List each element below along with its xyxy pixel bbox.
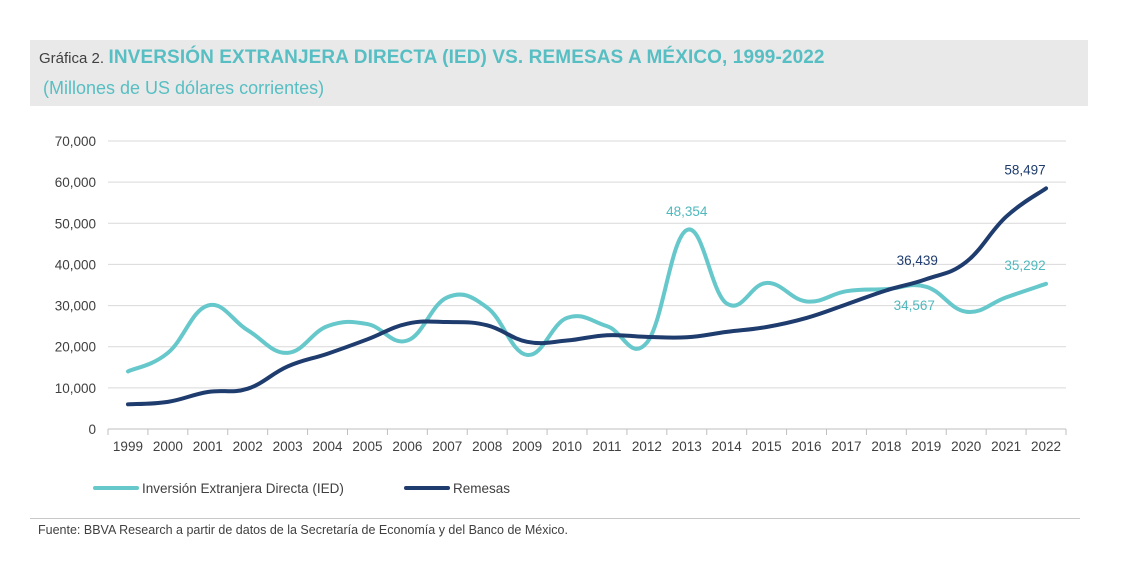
x-tick-label: 2009 xyxy=(512,439,542,454)
data-label: 34,567 xyxy=(894,298,935,313)
y-tick-label: 40,000 xyxy=(55,257,96,272)
x-tick-label: 2005 xyxy=(352,439,382,454)
x-tick-label: 2007 xyxy=(432,439,462,454)
data-label: 36,439 xyxy=(897,253,938,268)
x-tick-label: 2018 xyxy=(871,439,901,454)
x-tick-label: 2010 xyxy=(552,439,582,454)
x-tick-label: 2011 xyxy=(592,439,621,454)
data-label: 35,292 xyxy=(1004,258,1045,273)
legend-label: Inversión Extranjera Directa (IED) xyxy=(142,481,344,496)
y-tick-label: 20,000 xyxy=(55,340,96,355)
x-tick-label: 2001 xyxy=(193,439,223,454)
title-prefix: Gráfica 2. xyxy=(39,50,105,67)
x-tick-label: 2004 xyxy=(313,439,344,454)
source-divider xyxy=(30,518,1080,519)
data-label: 58,497 xyxy=(1004,162,1045,177)
x-tick-label: 2021 xyxy=(991,439,1021,454)
x-tick-label: 2019 xyxy=(911,439,941,454)
x-tick-label: 2012 xyxy=(632,439,662,454)
y-tick-label: 0 xyxy=(88,422,96,437)
y-tick-label: 30,000 xyxy=(55,299,96,314)
x-tick-label: 2006 xyxy=(392,439,422,454)
x-tick-label: 2008 xyxy=(472,439,502,454)
title-band: Gráfica 2. INVERSIÓN EXTRANJERA DIRECTA … xyxy=(30,40,1088,106)
x-tick-label: 2014 xyxy=(712,439,743,454)
x-tick-label: 2022 xyxy=(1031,439,1061,454)
x-tick-label: 2000 xyxy=(153,439,183,454)
x-tick-label: 1999 xyxy=(113,439,143,454)
x-tick-label: 2002 xyxy=(233,439,263,454)
source-note: Fuente: BBVA Research a partir de datos … xyxy=(38,523,568,537)
y-axis-ticks: 0 10,000 20,000 30,000 40,000 50,000 60,000 70,… xyxy=(55,134,96,437)
y-tick-label: 10,000 xyxy=(55,381,96,396)
legend-label: Remesas xyxy=(453,481,510,496)
remesas-series-line xyxy=(125,186,1049,407)
legend: Inversión Extranjera Directa (IED) Remesa… xyxy=(93,481,510,496)
series-lines xyxy=(125,186,1049,407)
x-tick-label: 2017 xyxy=(831,439,861,454)
x-axis-ticks: 1999 2000 2001 2002 2003 2004 2005 2006 2007 2008… xyxy=(107,429,1067,454)
title-main: INVERSIÓN EXTRANJERA DIRECTA (IED) VS. R… xyxy=(108,47,825,68)
x-tick-label: 2003 xyxy=(273,439,303,454)
data-label: 48,354 xyxy=(666,204,708,219)
chart-title: Gráfica 2. INVERSIÓN EXTRANJERA DIRECTA … xyxy=(39,47,825,69)
x-tick-label: 2016 xyxy=(792,439,822,454)
y-tick-label: 50,000 xyxy=(55,216,96,231)
x-tick-label: 2015 xyxy=(752,439,782,454)
y-tick-label: 60,000 xyxy=(55,175,96,190)
x-tick-label: 2020 xyxy=(951,439,981,454)
x-tick-label: 2013 xyxy=(672,439,702,454)
chart-subtitle: (Millones de US dólares corrientes) xyxy=(43,78,325,98)
data-labels: 48,354 34,567 35,292 36,439 58,497 xyxy=(666,162,1046,312)
y-tick-label: 70,000 xyxy=(55,134,96,149)
